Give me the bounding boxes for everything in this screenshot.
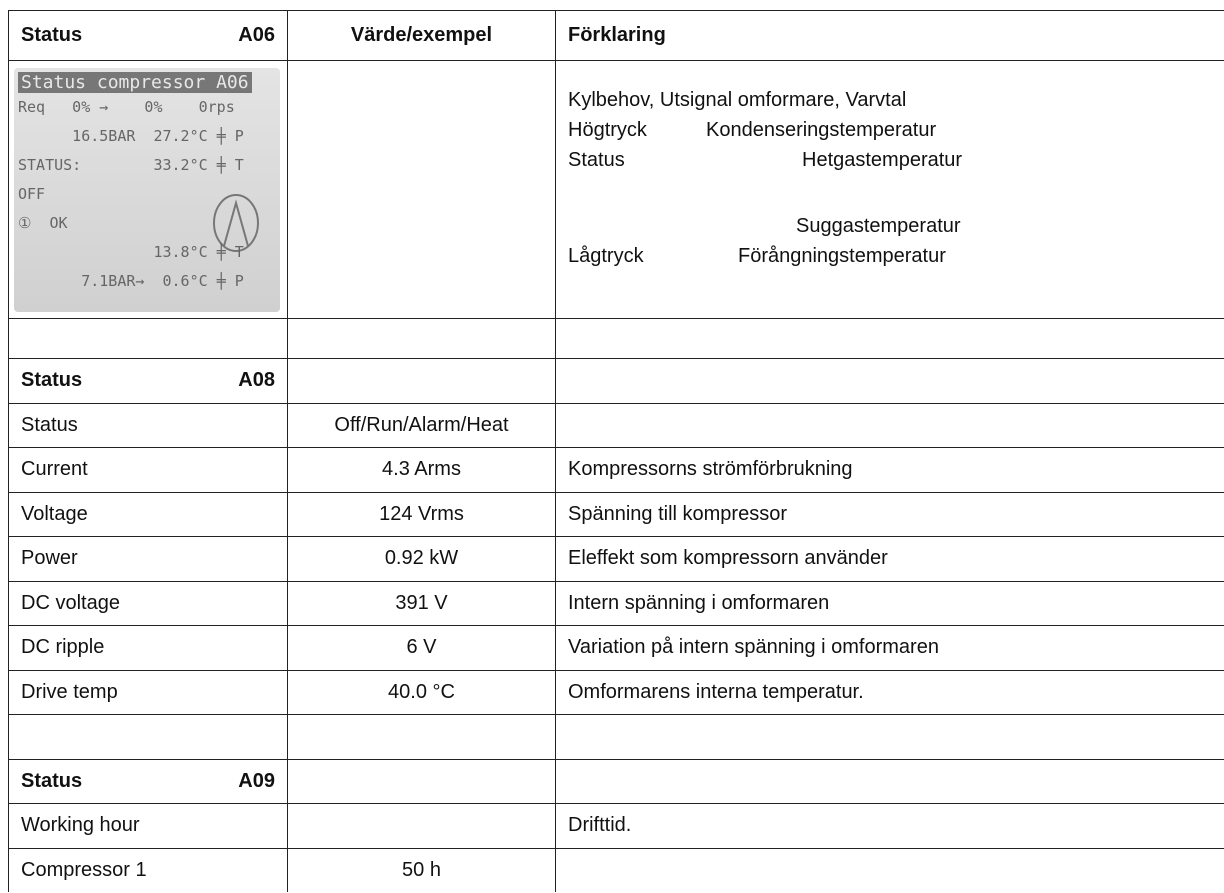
table-cell <box>8 714 287 759</box>
table-cell: Working hour <box>8 803 287 848</box>
cell-text: A08 <box>238 369 275 392</box>
cell-text: Status <box>21 369 82 392</box>
table-cell: Omformarens interna temperatur. <box>555 670 1224 715</box>
explanation-text: Hetgastemperatur <box>802 149 962 172</box>
table-cell <box>555 403 1224 448</box>
table-cell <box>287 759 555 804</box>
table-cell: Förklaring <box>555 10 1224 60</box>
table-cell <box>555 714 1224 759</box>
table-cell <box>287 714 555 759</box>
table-cell: 0.92 kW <box>287 536 555 581</box>
table-cell: 391 V <box>287 581 555 626</box>
table-cell: 6 V <box>287 625 555 670</box>
table-cell: Off/Run/Alarm/Heat <box>287 403 555 448</box>
table-cell: 124 Vrms <box>287 492 555 537</box>
lcd-line: 16.5BAR 27.2°C ╪ P <box>18 127 244 145</box>
lcd-line: 13.8°C ╪ T <box>18 243 244 261</box>
table-cell <box>287 60 555 318</box>
cell-text: A09 <box>238 770 275 793</box>
table-cell: 4.3 Arms <box>287 447 555 492</box>
table-cell <box>555 318 1224 358</box>
lcd-line: ① OK <box>18 214 68 232</box>
table-cell: 50 h <box>287 848 555 893</box>
table-cell: Voltage <box>8 492 287 537</box>
lcd-line: OFF <box>18 185 45 203</box>
table-cell: Status A09 <box>8 759 287 804</box>
table-cell: Compressor 1 <box>8 848 287 893</box>
table-cell <box>555 848 1224 893</box>
table-cell: Drifttid. <box>555 803 1224 848</box>
table-cell: Spänning till kompressor <box>555 492 1224 537</box>
table-cell: 40.0 °C <box>287 670 555 715</box>
lcd-line: Req 0% → 0% 0rps <box>18 98 235 116</box>
lcd-line: 7.1BAR→ 0.6°C ╪ P <box>18 272 244 290</box>
cell-text: Status <box>21 770 82 793</box>
table-cell <box>555 358 1224 403</box>
table-cell <box>287 803 555 848</box>
cell-text: Status <box>21 24 82 47</box>
table-cell: Status <box>8 403 287 448</box>
table-cell: Intern spänning i omformaren <box>555 581 1224 626</box>
table-cell: Drive temp <box>8 670 287 715</box>
table-cell: Kompressorns strömförbrukning <box>555 447 1224 492</box>
explanation-text: Status <box>568 149 625 172</box>
table-cell <box>287 318 555 358</box>
table-cell: Kylbehov, Utsignal omformare, Varvtal Hög… <box>555 60 1224 318</box>
explanation-text: Kondenseringstemperatur <box>706 119 936 142</box>
page: StatusA06Värde/exempelFörklaringKylbehov… <box>0 0 1224 893</box>
explanation-text: Förångningstemperatur <box>738 245 946 268</box>
explanation-text: Kylbehov, Utsignal omformare, Varvtal <box>568 89 906 112</box>
explanation-text: Suggastemperatur <box>796 215 961 238</box>
table-cell <box>8 318 287 358</box>
table-cell: Status A06 <box>8 10 287 60</box>
table-cell: Variation på intern spänning i omformare… <box>555 625 1224 670</box>
table-cell: DC ripple <box>8 625 287 670</box>
table-cell: Värde/exempel <box>287 10 555 60</box>
table-cell: Status A08 <box>8 358 287 403</box>
table-cell: Eleffekt som kompressorn använder <box>555 536 1224 581</box>
lcd-line: STATUS: 33.2°C ╪ T <box>18 156 244 174</box>
table-cell: Power <box>8 536 287 581</box>
table-cell <box>287 358 555 403</box>
table-cell: Current <box>8 447 287 492</box>
lcd-display: Status compressor A06 Req 0% → 0% 0rps 1… <box>14 68 280 312</box>
explanation-text: Lågtryck <box>568 245 644 268</box>
cell-text: A06 <box>238 24 275 47</box>
table-cell <box>555 759 1224 804</box>
table-cell: DC voltage <box>8 581 287 626</box>
explanation-text: Högtryck <box>568 119 647 142</box>
